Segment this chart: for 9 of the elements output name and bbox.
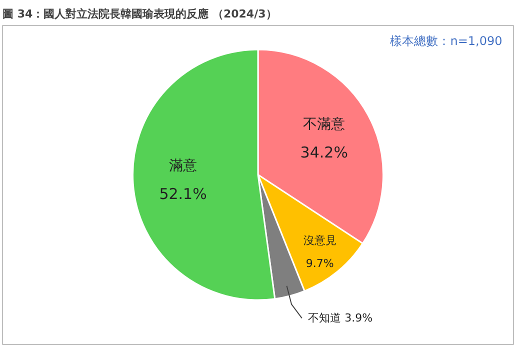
text: 樣本總數：n=1,090 (390, 34, 502, 48)
slice-label: 沒意見 (303, 234, 336, 247)
slice-label: 滿意 (169, 158, 198, 174)
slice-label: 不知道 3.9% (308, 312, 373, 325)
chart-title: 圖 34：國人對立法院長韓國瑜表現的反應 （2024/3） (2, 8, 277, 20)
data-label: 34.2% (300, 143, 348, 162)
data-label: 9.7% (306, 256, 334, 270)
data-label: 52.1% (159, 185, 207, 203)
slice-label: 不滿意 (303, 116, 346, 132)
